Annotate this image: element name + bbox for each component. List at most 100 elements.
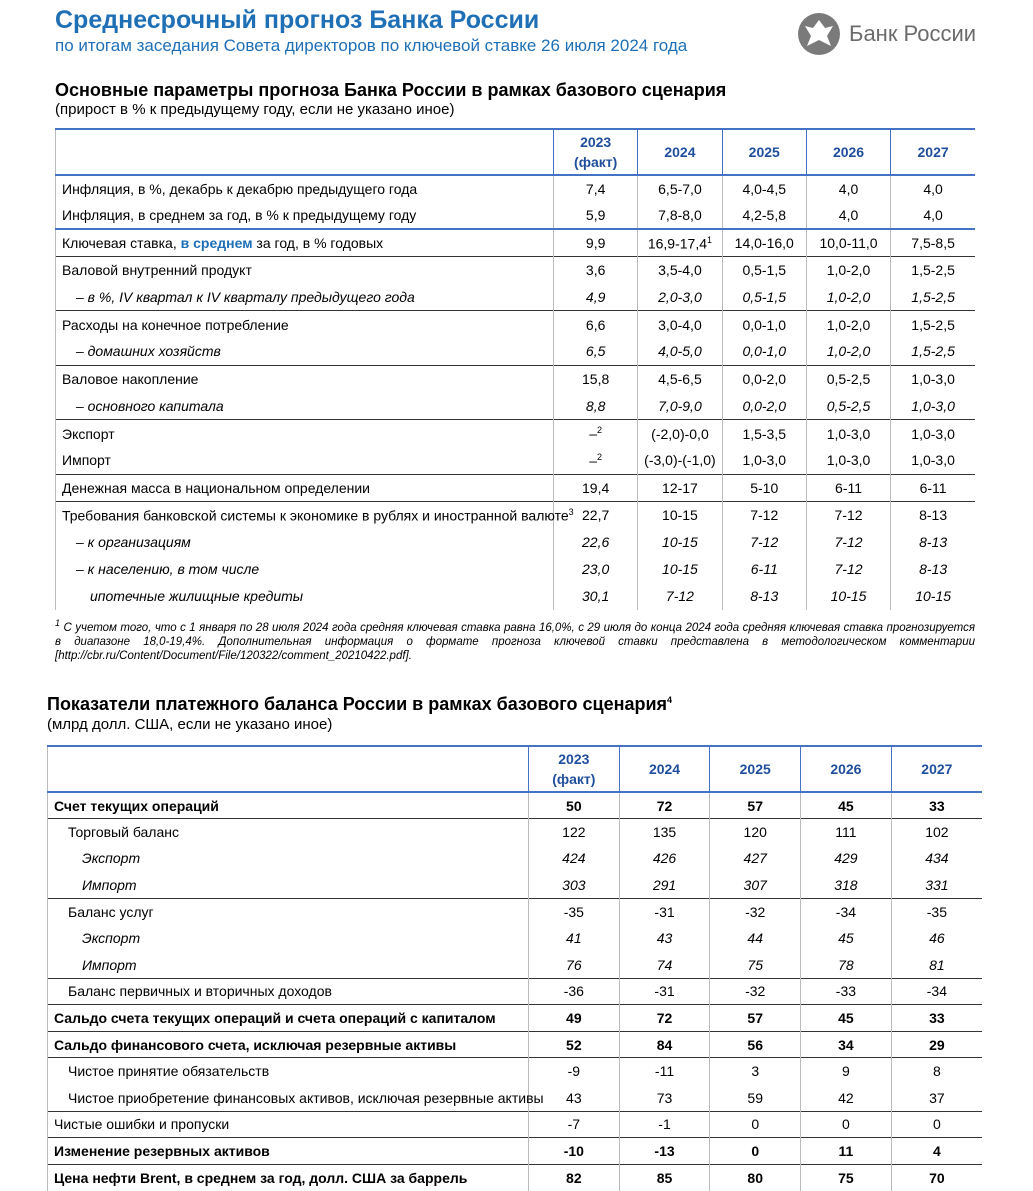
value: 52 xyxy=(566,1036,582,1053)
label-text: Инфляция, в среднем за год, в % к предыд… xyxy=(62,207,417,224)
value-cell: 1,0-3,0 xyxy=(890,364,975,393)
column-header: 2027 xyxy=(890,128,975,176)
value: -31 xyxy=(654,903,675,920)
value-cell: 424 xyxy=(528,845,620,872)
row-label: – к населению, в том числе xyxy=(55,555,554,583)
value: 1,0-3,0 xyxy=(826,425,871,442)
value-cell: 0,0-2,0 xyxy=(721,392,807,420)
logo-text: Банк России xyxy=(849,21,977,46)
label-text: Требования банковской системы к экономик… xyxy=(62,507,569,524)
value-cell: 4,9 xyxy=(552,283,638,311)
value-cell: -33 xyxy=(800,977,892,1005)
value-cell: 73 xyxy=(618,1084,710,1112)
value: (-3,0)-(-1,0) xyxy=(644,452,716,469)
footnote-text: С учетом того, что с 1 января по 28 июля… xyxy=(55,621,975,662)
value-cell: 291 xyxy=(618,871,710,899)
row-label: Валовое накопление xyxy=(55,364,554,393)
row: Ключевая ставка, в среднем за год, в % г… xyxy=(55,228,975,257)
value-cell: 0,5-1,5 xyxy=(721,256,807,284)
row-label: – в %, IV квартал к IV кварталу предыдущ… xyxy=(55,283,554,311)
value-cell: 10-15 xyxy=(890,582,975,610)
row: Валовой внутренний продукт 3,6 3,5-4,0 0,5-… xyxy=(55,256,975,284)
value-cell: 45 xyxy=(800,792,892,819)
value-cell: 41 xyxy=(528,924,620,952)
row: Экспорт –2 (-2,0)-0,0 1,5-3,5 1,0-3,0 1,0-3,0 xyxy=(55,419,975,447)
value-cell: 1,0-2,0 xyxy=(805,256,891,284)
value: 1,5-2,5 xyxy=(911,343,955,360)
value-cell: 76 xyxy=(528,951,620,979)
label-text: – домашних хозяйств xyxy=(76,343,221,360)
value: 6-11 xyxy=(919,479,947,496)
row: Импорт –2 (-3,0)-(-1,0) 1,0-3,0 1,0-3,0 1,0-3… xyxy=(55,446,975,475)
value-cell: 14,0-16,0 xyxy=(721,228,807,257)
value-cell: 57 xyxy=(709,792,801,819)
table-title: Основные параметры прогноза Банка России… xyxy=(55,80,726,101)
row-label: Инфляция, в %, декабрь к декабрю предыду… xyxy=(55,175,554,203)
footnote-link[interactable]: http://cbr.ru/Content/Document/File/1203… xyxy=(58,649,406,662)
label-text: ипотечные жилищные кредиты xyxy=(90,588,304,605)
value: 0,5-1,5 xyxy=(742,262,787,279)
value-cell: 122 xyxy=(528,818,620,846)
value-cell: –2 xyxy=(552,419,638,447)
value-cell: 84 xyxy=(618,1030,710,1058)
value-cell: 75 xyxy=(800,1163,892,1191)
value-cell: 43 xyxy=(528,1084,620,1112)
value-cell: 44 xyxy=(709,924,801,952)
value: 7-12 xyxy=(750,534,779,551)
value-cell: 1,0-3,0 xyxy=(805,446,891,475)
value-cell: 19,4 xyxy=(552,473,638,502)
value-cell: 23,0 xyxy=(552,555,638,583)
value-cell: 3,6 xyxy=(552,256,638,284)
label-text: Чистое принятие обязательств xyxy=(68,1063,270,1080)
footnote-mark: 1 xyxy=(55,618,61,628)
value-cell: 0,5-2,5 xyxy=(805,392,891,420)
value: 1,0-3,0 xyxy=(911,425,955,442)
label-text: Экспорт xyxy=(82,930,141,947)
value-cell: 72 xyxy=(618,1004,710,1032)
logo: Банк России xyxy=(797,12,976,56)
value-cell: –2 xyxy=(552,446,638,475)
row-label: Денежная масса в национальном определени… xyxy=(55,473,554,502)
value: 4,0 xyxy=(923,207,943,224)
row: Чистое принятие обязательств -9 -11 3 9 8 xyxy=(47,1057,982,1085)
value-cell: 7-12 xyxy=(805,555,891,583)
value-cell: 33 xyxy=(890,792,982,819)
title: Среднесрочный прогноз Банка России xyxy=(55,6,540,34)
value: 49 xyxy=(566,1010,582,1027)
value-cell: 82 xyxy=(528,1163,620,1191)
row: Требования банковской системы к экономик… xyxy=(55,500,975,529)
label-sup: 3 xyxy=(568,506,574,517)
value-cell: 1,0-3,0 xyxy=(890,419,975,447)
value: 50 xyxy=(566,797,582,814)
value-cell: 15,8 xyxy=(552,364,638,393)
value: 75 xyxy=(838,1169,854,1186)
value-cell: 111 xyxy=(800,818,892,846)
value-cell: 9,9 xyxy=(552,228,638,257)
value: 429 xyxy=(834,850,858,867)
value-cell: 33 xyxy=(890,1004,982,1032)
value: 5,9 xyxy=(585,207,606,224)
row-label: Требования банковской системы к экономик… xyxy=(55,500,574,529)
value: 0,0-2,0 xyxy=(742,371,787,388)
value: 1,5-2,5 xyxy=(911,316,955,333)
value-cell: 52 xyxy=(528,1030,620,1058)
label-link[interactable]: в среднем xyxy=(180,235,253,252)
value: 6-11 xyxy=(835,479,863,496)
value: 2,0-3,0 xyxy=(658,289,702,306)
value-cell: -35 xyxy=(528,897,620,925)
value: 1,0-3,0 xyxy=(911,452,955,469)
value: 0 xyxy=(932,1116,941,1133)
value: 1,0-2,0 xyxy=(826,316,871,333)
value: 318 xyxy=(834,876,858,893)
value: 75 xyxy=(747,956,763,973)
value: 1,0-3,0 xyxy=(911,371,955,388)
year: 2023 xyxy=(558,751,590,767)
value-cell: 0 xyxy=(890,1110,982,1138)
row: Инфляция, в %, декабрь к декабрю предыду… xyxy=(55,175,975,203)
label-text: Экспорт xyxy=(82,850,141,867)
value: -35 xyxy=(926,903,947,920)
label-text: Денежная масса в национальном определени… xyxy=(62,479,370,496)
value-cell: 22,6 xyxy=(552,528,638,556)
value: 3 xyxy=(751,1063,760,1080)
row-label: Сальдо финансового счета, исключая резер… xyxy=(47,1030,529,1058)
